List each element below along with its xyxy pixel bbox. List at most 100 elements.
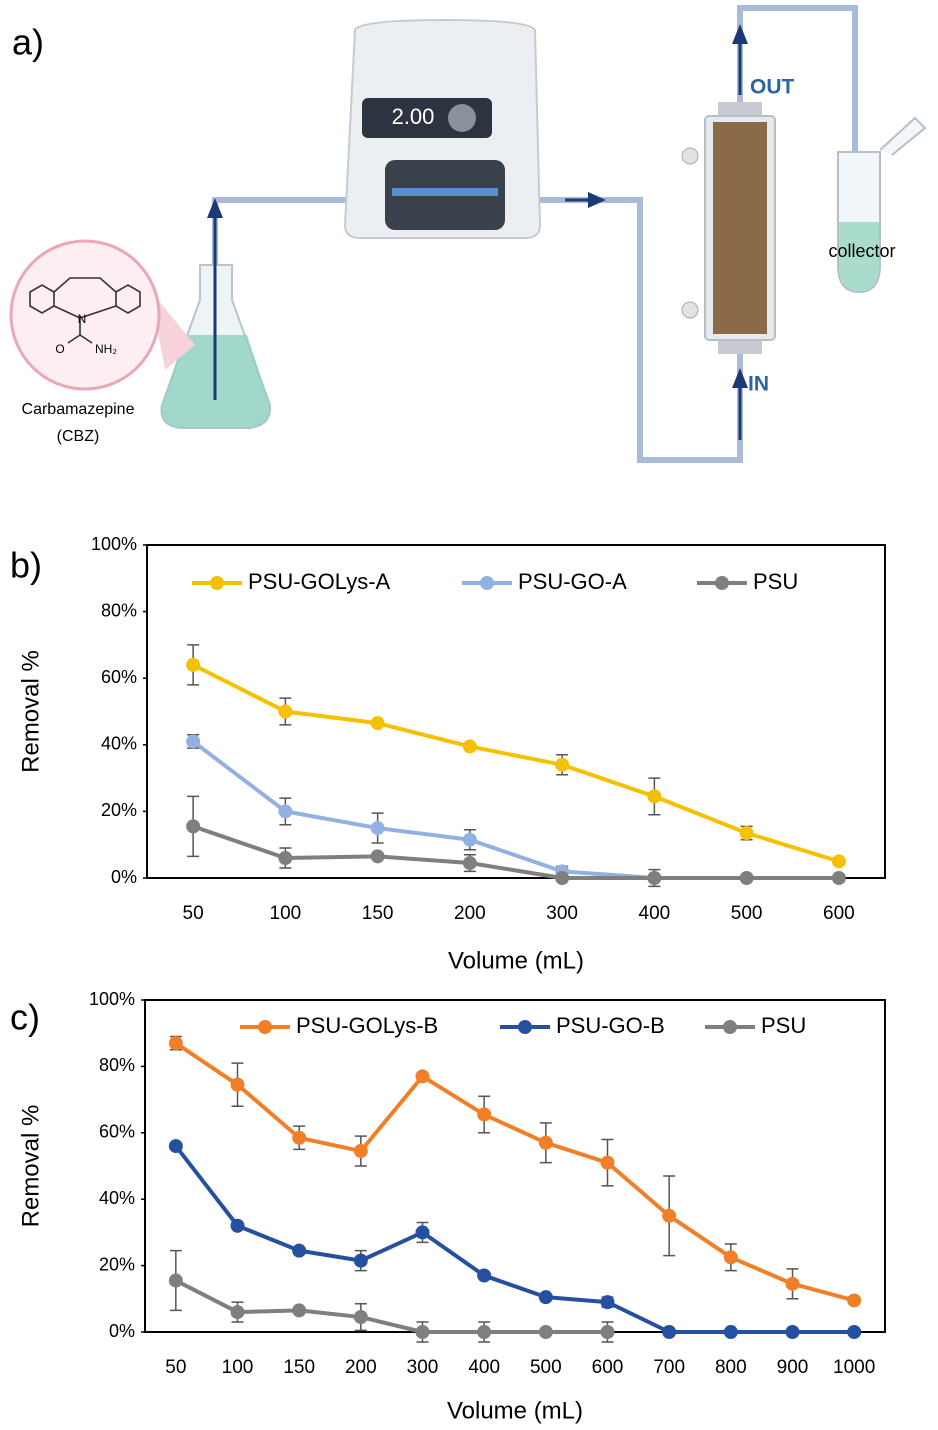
data-point — [292, 1243, 307, 1258]
data-point — [292, 1303, 307, 1318]
out-label: OUT — [750, 76, 795, 99]
y-tick-label: 80% — [101, 600, 137, 620]
data-point — [230, 1218, 245, 1233]
series-line — [192, 663, 840, 864]
x-tick-label: 150 — [362, 903, 394, 924]
atom-label: NH₂ — [95, 342, 117, 356]
data-point — [370, 716, 385, 731]
legend-label: PSU — [761, 1013, 806, 1038]
data-point — [739, 826, 754, 841]
x-tick-label: 1000 — [833, 1357, 875, 1378]
legend-marker — [715, 576, 729, 590]
series-line — [192, 824, 839, 880]
pump-band — [392, 188, 498, 196]
legend-label: PSU-GO-B — [556, 1013, 665, 1038]
data-point — [600, 1295, 615, 1310]
data-point — [415, 1069, 430, 1084]
legend-marker — [210, 576, 224, 590]
legend-marker — [723, 1020, 737, 1034]
data-point — [831, 871, 846, 885]
atom-label: N — [78, 312, 87, 326]
legend-label: PSU-GOLys-B — [296, 1013, 438, 1038]
callout — [150, 290, 195, 370]
data-point — [186, 734, 201, 749]
data-point — [278, 851, 293, 866]
x-tick-label: 500 — [731, 903, 763, 924]
series-line — [191, 739, 655, 880]
data-point — [370, 849, 385, 864]
data-point — [168, 1273, 183, 1288]
column-cap — [718, 102, 762, 116]
x-tick-label: 150 — [283, 1357, 315, 1378]
y-tick-label: 60% — [99, 1122, 135, 1142]
y-axis-title: Removal % — [17, 650, 44, 773]
panel-label: a) — [12, 22, 44, 63]
column-cap — [718, 340, 762, 354]
setup-diagram: a) N O NH₂ Carbamazepine (CBZ) 2.00 — [9, 5, 927, 463]
y-tick-label: 100% — [89, 989, 135, 1009]
data-point — [230, 1305, 245, 1320]
x-tick-label: 600 — [823, 903, 855, 924]
data-point — [462, 856, 477, 871]
data-point — [186, 819, 201, 834]
y-tick-label: 40% — [99, 1188, 135, 1208]
molecule-name: Carbamazepine — [22, 401, 135, 418]
data-point — [230, 1077, 245, 1092]
data-point — [278, 704, 293, 719]
panel-label: b) — [10, 545, 42, 586]
pump-display: 2.00 — [392, 104, 435, 129]
plot-frame — [146, 544, 886, 879]
molecule-bonds — [29, 277, 141, 344]
data-point — [739, 871, 754, 885]
data-point — [847, 1293, 862, 1308]
data-point — [662, 1325, 677, 1339]
x-tick-label: 100 — [270, 903, 302, 924]
data-point — [477, 1268, 492, 1283]
y-tick-label: 100% — [91, 534, 137, 554]
in-label: IN — [748, 373, 769, 396]
data-point — [168, 1139, 183, 1154]
column-packing — [713, 122, 767, 334]
data-point — [168, 1036, 183, 1051]
data-point — [723, 1250, 738, 1265]
x-tick-label: 200 — [454, 903, 486, 924]
molecule-abbreviation: (CBZ) — [57, 428, 100, 445]
legend-label: PSU-GO-A — [518, 569, 627, 594]
data-point — [538, 1325, 553, 1339]
y-tick-label: 0% — [111, 867, 137, 887]
valve — [681, 301, 699, 319]
y-tick-label: 40% — [101, 734, 137, 754]
x-tick-label: 100 — [222, 1357, 254, 1378]
data-point — [555, 871, 570, 885]
molecule-circle — [9, 239, 161, 391]
x-tick-label: 300 — [546, 903, 578, 924]
x-axis-title: Volume (mL) — [447, 1397, 583, 1424]
valve — [681, 147, 699, 165]
x-tick-label: 900 — [777, 1357, 809, 1378]
atom-label: O — [55, 342, 64, 356]
x-tick-label: 50 — [165, 1357, 186, 1378]
series-line — [174, 1144, 855, 1334]
data-point — [831, 854, 846, 869]
x-tick-label: 400 — [639, 903, 671, 924]
x-tick-label: 200 — [345, 1357, 377, 1378]
x-tick-label: 700 — [653, 1357, 685, 1378]
arrow-head — [732, 24, 748, 44]
data-point — [647, 871, 662, 885]
data-point — [353, 1253, 368, 1268]
x-tick-label: 600 — [592, 1357, 624, 1378]
data-point — [477, 1325, 492, 1339]
x-tick-label: 400 — [468, 1357, 500, 1378]
legend-marker — [258, 1020, 272, 1034]
collector-label: collector — [828, 241, 895, 261]
data-point — [785, 1276, 800, 1291]
x-tick-label: 800 — [715, 1357, 747, 1378]
collector-liquid — [839, 222, 879, 291]
y-tick-label: 0% — [109, 1321, 135, 1341]
data-point — [600, 1325, 615, 1339]
arrow-head — [732, 368, 748, 388]
data-point — [415, 1325, 430, 1339]
data-point — [647, 789, 662, 804]
x-tick-label: 50 — [183, 903, 204, 924]
